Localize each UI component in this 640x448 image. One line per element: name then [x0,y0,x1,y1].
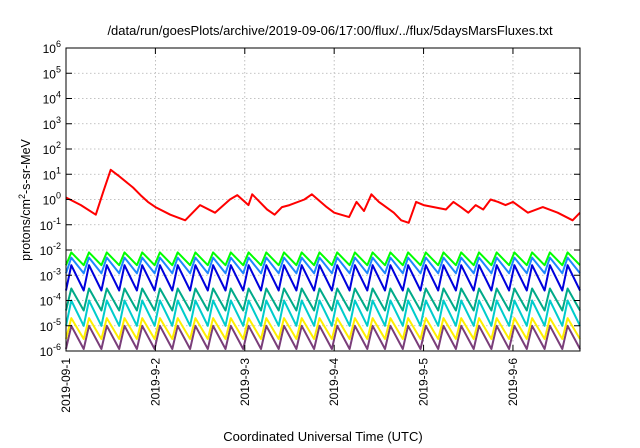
chart-title: /data/run/goesPlots/archive/2019-09-06/1… [107,23,553,38]
series-line-5 [65,299,581,327]
series-line-3 [65,264,581,292]
y-tick-label: 102 [43,140,61,157]
y-tick-label: 105 [43,64,61,81]
series-line-4 [65,287,581,312]
x-tick-label: 2019-9-3 [238,358,252,406]
y-tick-label: 104 [43,90,61,107]
series-line-1 [65,251,581,267]
y-tick-label: 100 [43,191,61,208]
x-axis-label: Coordinated Universal Time (UTC) [223,429,422,444]
y-tick-label: 10-2 [40,241,61,258]
series-line-0 [65,168,581,224]
y-tick-label: 101 [43,165,61,182]
x-tick-label: 2019-09-1 [59,358,73,413]
y-axis-ticks: 10-6 10-5 10-4 10-3 10-2 10-1 100 101 102 103 104 1… [40,39,580,359]
series-line-6 [65,317,581,340]
y-tick-label: 10-6 [40,342,61,359]
y-tick-label: 103 [43,115,61,132]
y-tick-label: 10-5 [40,317,61,334]
y-tick-label: 106 [43,39,61,56]
x-tick-label: 2019-9-5 [417,358,431,406]
series-line-2 [65,256,581,275]
y-tick-label: 10-3 [40,266,61,283]
x-tick-label: 2019-9-2 [148,358,162,406]
y-tick-label: 10-1 [40,216,61,233]
series-layer [65,168,581,350]
x-tick-label: 2019-9-4 [327,358,341,406]
series-line-7 [65,324,581,350]
y-axis-label: protons/cm2-s-sr-MeV [17,138,33,260]
y-tick-label: 10-4 [40,292,61,309]
x-axis-ticks: 2019-09-1 2019-9-2 2019-9-3 2019-9-4 2019-9-… [59,48,520,413]
x-tick-label: 2019-9-6 [506,358,520,406]
